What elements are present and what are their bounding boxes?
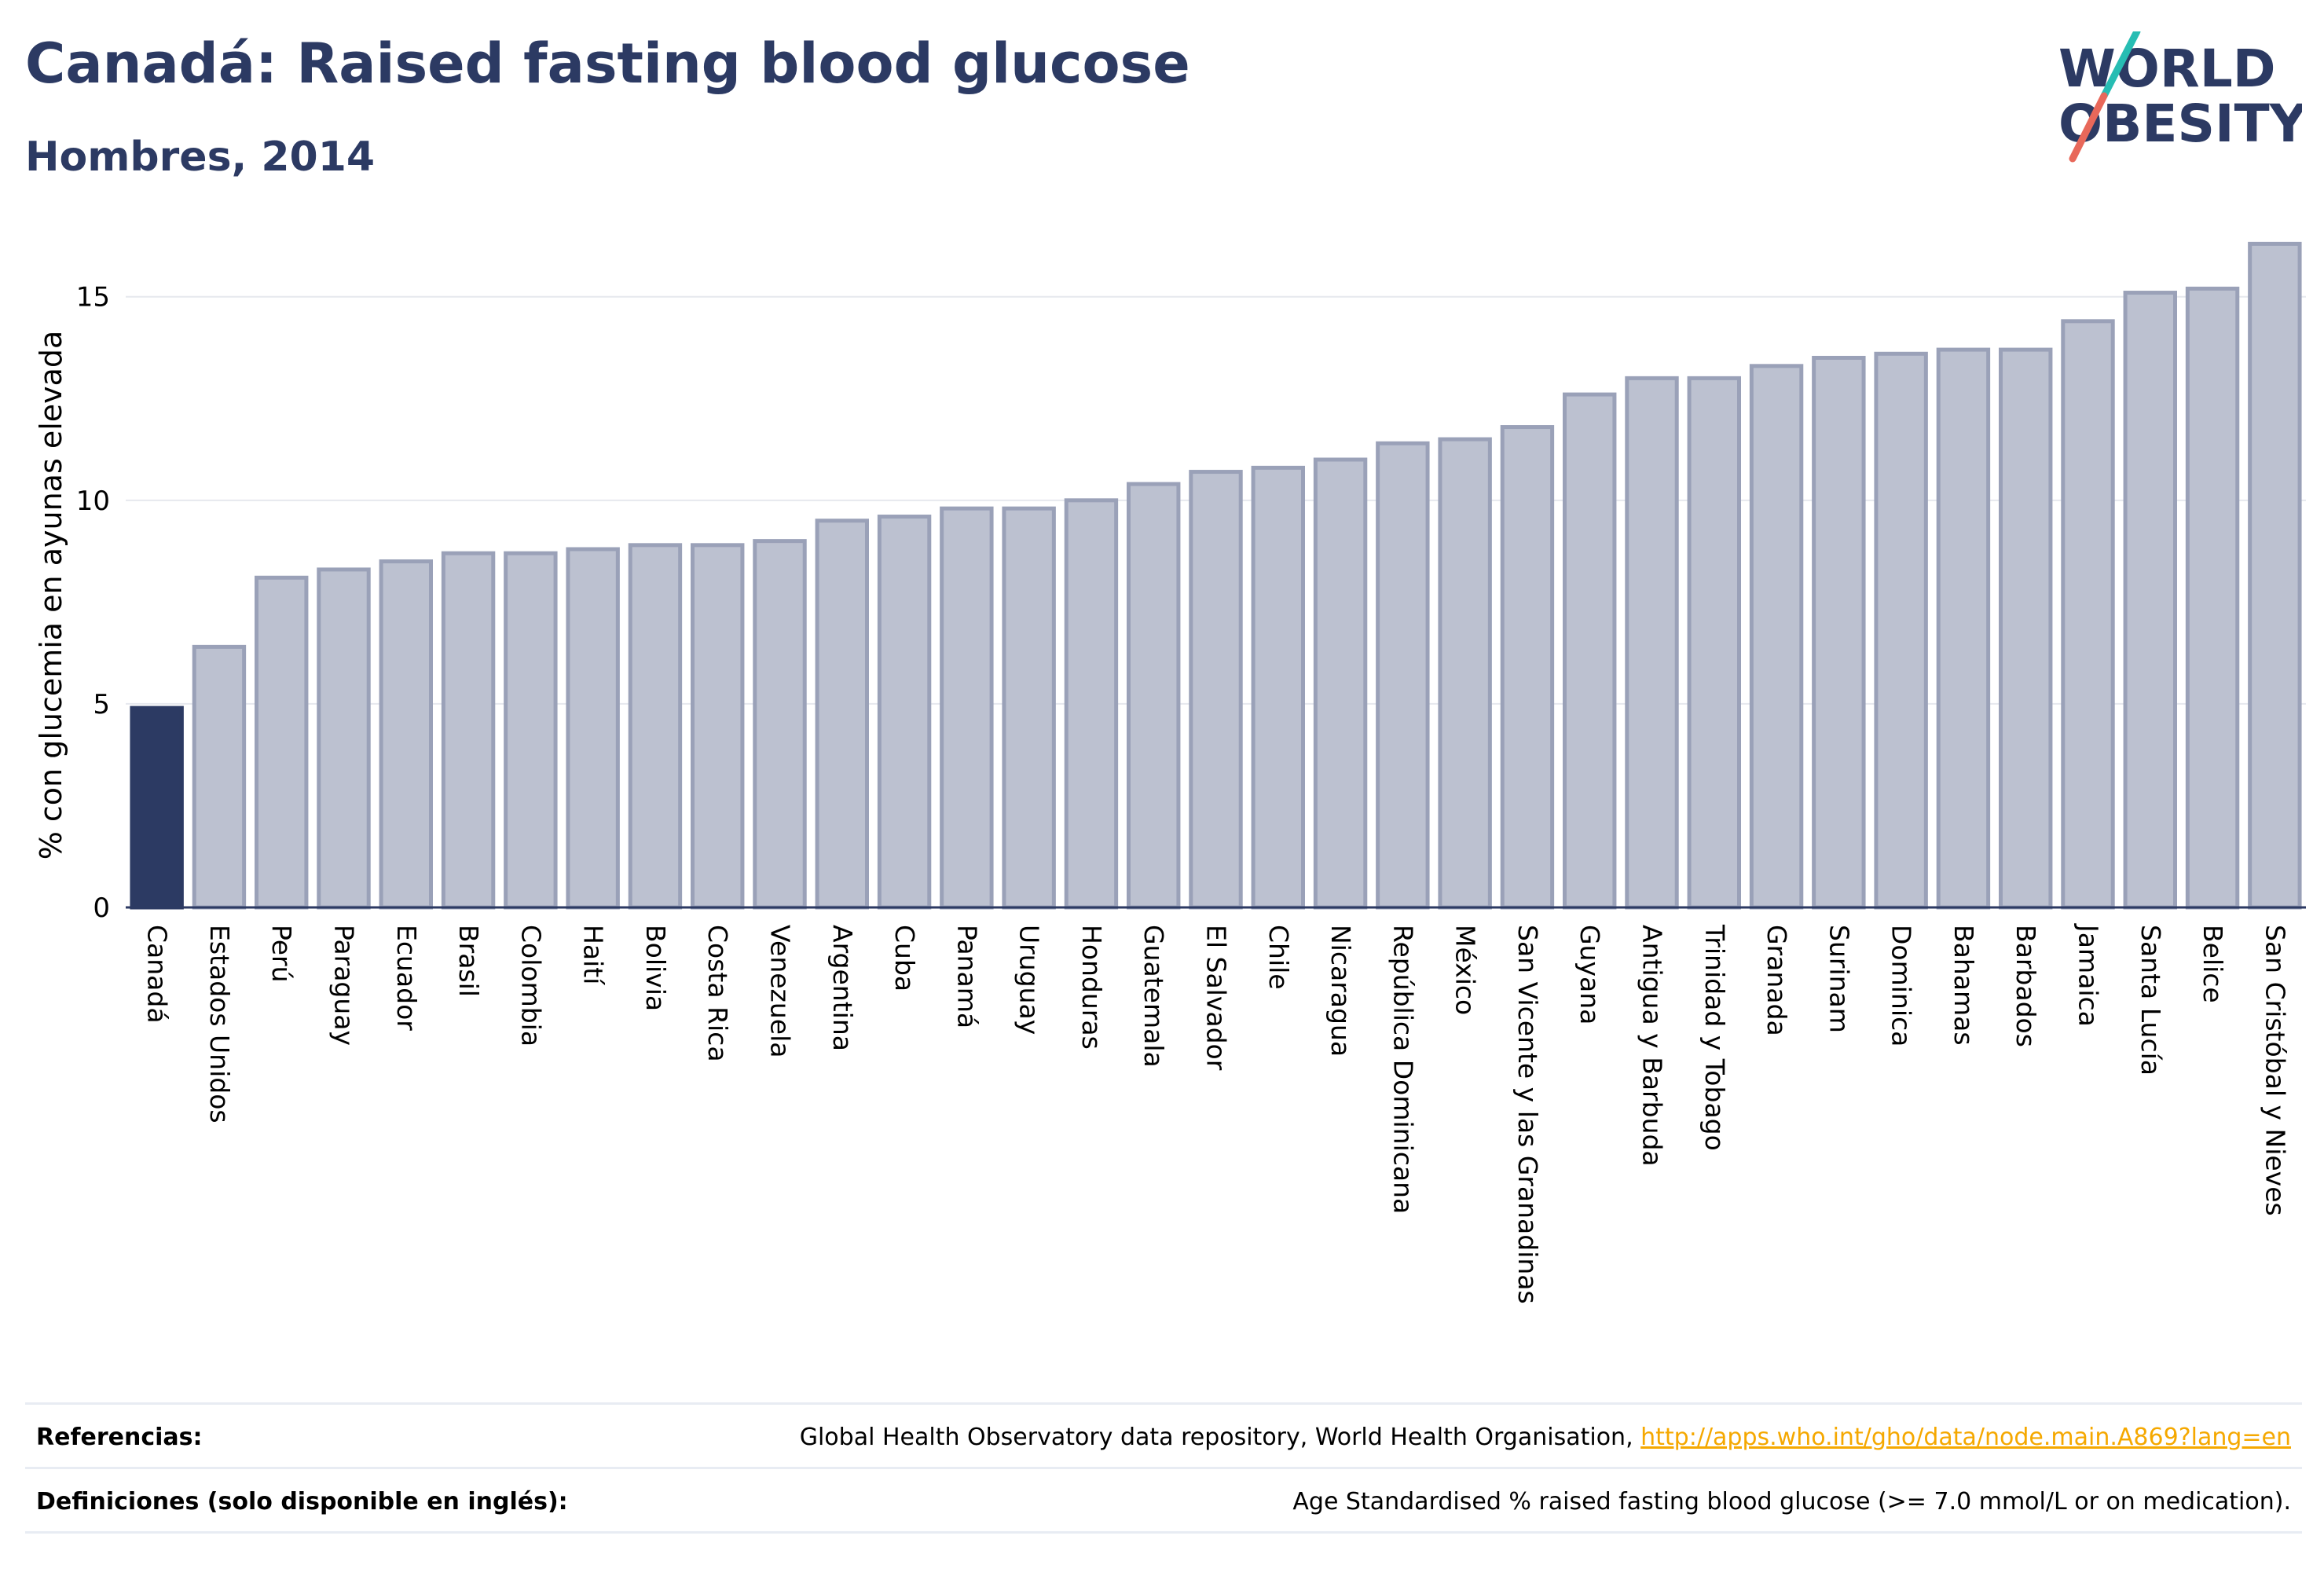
footer-definitions: Definiciones (solo disponible en inglés)…: [25, 1467, 2302, 1534]
bar-30: [1999, 347, 2053, 910]
bar-3: [317, 567, 371, 910]
x-tick-label: Haití: [578, 925, 609, 986]
x-tick-label: El Salvador: [1201, 925, 1232, 1071]
axes: 0 5 10 15 Canadá Estados Unidos Perú Paraguay Ec…: [76, 282, 2306, 1304]
references-value: Global Health Observatory data repositor…: [800, 1424, 2302, 1451]
bar-7: [566, 547, 620, 910]
bar-13: [940, 506, 994, 910]
bar-4: [379, 559, 434, 910]
x-tick-label: Costa Rica: [702, 925, 733, 1062]
logo-slash-coral: [2069, 92, 2108, 163]
x-tick-label: San Vicente y las Granadinas: [1512, 925, 1543, 1304]
bar-34: [2248, 241, 2302, 910]
y-tick-label: 5: [93, 689, 110, 720]
x-tick-label: Brasil: [453, 925, 484, 997]
bars: [130, 241, 2302, 910]
bar-chart: 0 5 10 15 Canadá Estados Unidos Perú Paraguay Ec…: [34, 241, 2306, 1304]
bar-17: [1189, 470, 1243, 910]
x-tick-label: Chile: [1263, 925, 1294, 990]
bar-2: [255, 575, 309, 910]
bar-27: [1812, 355, 1866, 910]
logo-slash-teal: [2100, 31, 2141, 100]
bar-25: [1687, 376, 1742, 910]
definitions-label: Definiciones (solo disponible en inglés)…: [36, 1487, 568, 1516]
x-tick-label: México: [1450, 925, 1481, 1015]
x-tick-label: Venezuela: [765, 925, 796, 1057]
bar-29: [1936, 347, 1991, 910]
bar-12: [877, 515, 932, 910]
bar-10: [753, 539, 807, 910]
bar-9: [691, 543, 745, 910]
bar-6: [504, 551, 558, 910]
bar-24: [1625, 376, 1679, 910]
world-obesity-logo: WORLD OBESITY: [2058, 31, 2302, 163]
bar-14: [1002, 506, 1056, 910]
x-tick-label: Estados Unidos: [204, 925, 235, 1123]
y-tick-label: 10: [76, 486, 110, 517]
x-tick-label: Jamaica: [2073, 923, 2104, 1027]
x-tick-label: Canadá: [142, 925, 173, 1024]
page-subtitle: Hombres, 2014: [25, 134, 376, 181]
bar-1: [192, 644, 247, 910]
x-tick-label: República Dominicana: [1387, 925, 1418, 1214]
x-tick-label: San Cristóbal y Nieves: [2260, 925, 2290, 1216]
logo-line-1: WORLD: [2058, 38, 2276, 99]
bar-0: [130, 706, 184, 910]
page-title: Canadá: Raised fasting blood glucose: [25, 31, 1190, 96]
references-text: Global Health Observatory data repositor…: [799, 1423, 1641, 1451]
bar-15: [1064, 498, 1119, 910]
bar-28: [1874, 351, 1928, 910]
references-link[interactable]: http://apps.who.int/gho/data/node.main.A…: [1640, 1423, 2291, 1451]
x-tick-label: Barbados: [2011, 925, 2041, 1047]
x-tick-label: Trinidad y Tobago: [1699, 924, 1730, 1151]
x-tick-label: Perú: [266, 925, 297, 983]
definitions-value: Age Standardised % raised fasting blood …: [1292, 1487, 2291, 1516]
bar-23: [1563, 392, 1617, 910]
bar-11: [815, 519, 869, 910]
x-tick-label: Honduras: [1076, 925, 1107, 1050]
x-tick-label: Cuba: [889, 925, 920, 991]
bar-16: [1127, 482, 1181, 910]
y-tick-label: 0: [93, 892, 110, 924]
x-tick-label: Belice: [2198, 925, 2228, 1003]
bar-33: [2185, 286, 2240, 910]
x-tick-label: Granada: [1761, 925, 1792, 1036]
footer-references: Referencias: Global Health Observatory d…: [25, 1402, 2302, 1469]
x-tick-label: Guyana: [1574, 925, 1605, 1024]
x-tick-label: Panamá: [951, 925, 982, 1028]
x-tick-label: Surinam: [1824, 925, 1854, 1033]
x-tick-label: Santa Lucía: [2135, 925, 2166, 1076]
x-tick-label: Bahamas: [1948, 925, 1979, 1046]
footer-divider: [25, 1531, 2302, 1534]
bar-18: [1251, 465, 1305, 910]
bar-19: [1313, 457, 1368, 910]
bar-26: [1749, 364, 1804, 910]
bar-31: [2061, 319, 2115, 910]
bar-32: [2123, 291, 2178, 910]
x-tick-label: Antigua y Barbuda: [1637, 925, 1668, 1167]
bar-5: [441, 551, 496, 910]
bar-8: [628, 543, 683, 910]
x-tick-label: Nicaragua: [1325, 925, 1356, 1057]
y-axis-label: % con glucemia en ayunas elevada: [34, 331, 68, 860]
references-label: Referencias:: [36, 1423, 203, 1451]
bar-22: [1500, 425, 1555, 910]
x-tick-label: Argentina: [827, 925, 858, 1051]
bar-20: [1376, 441, 1430, 910]
x-tick-label: Paraguay: [329, 925, 360, 1046]
x-tick-label: Dominica: [1886, 925, 1917, 1046]
bar-21: [1438, 437, 1492, 910]
x-tick-label: Colombia: [515, 925, 546, 1046]
x-tick-label: Uruguay: [1014, 925, 1045, 1035]
x-tick-label: Ecuador: [391, 925, 422, 1031]
x-tick-label: Bolivia: [640, 925, 671, 1011]
y-tick-label: 15: [76, 282, 110, 313]
x-tick-label: Guatemala: [1138, 925, 1169, 1068]
